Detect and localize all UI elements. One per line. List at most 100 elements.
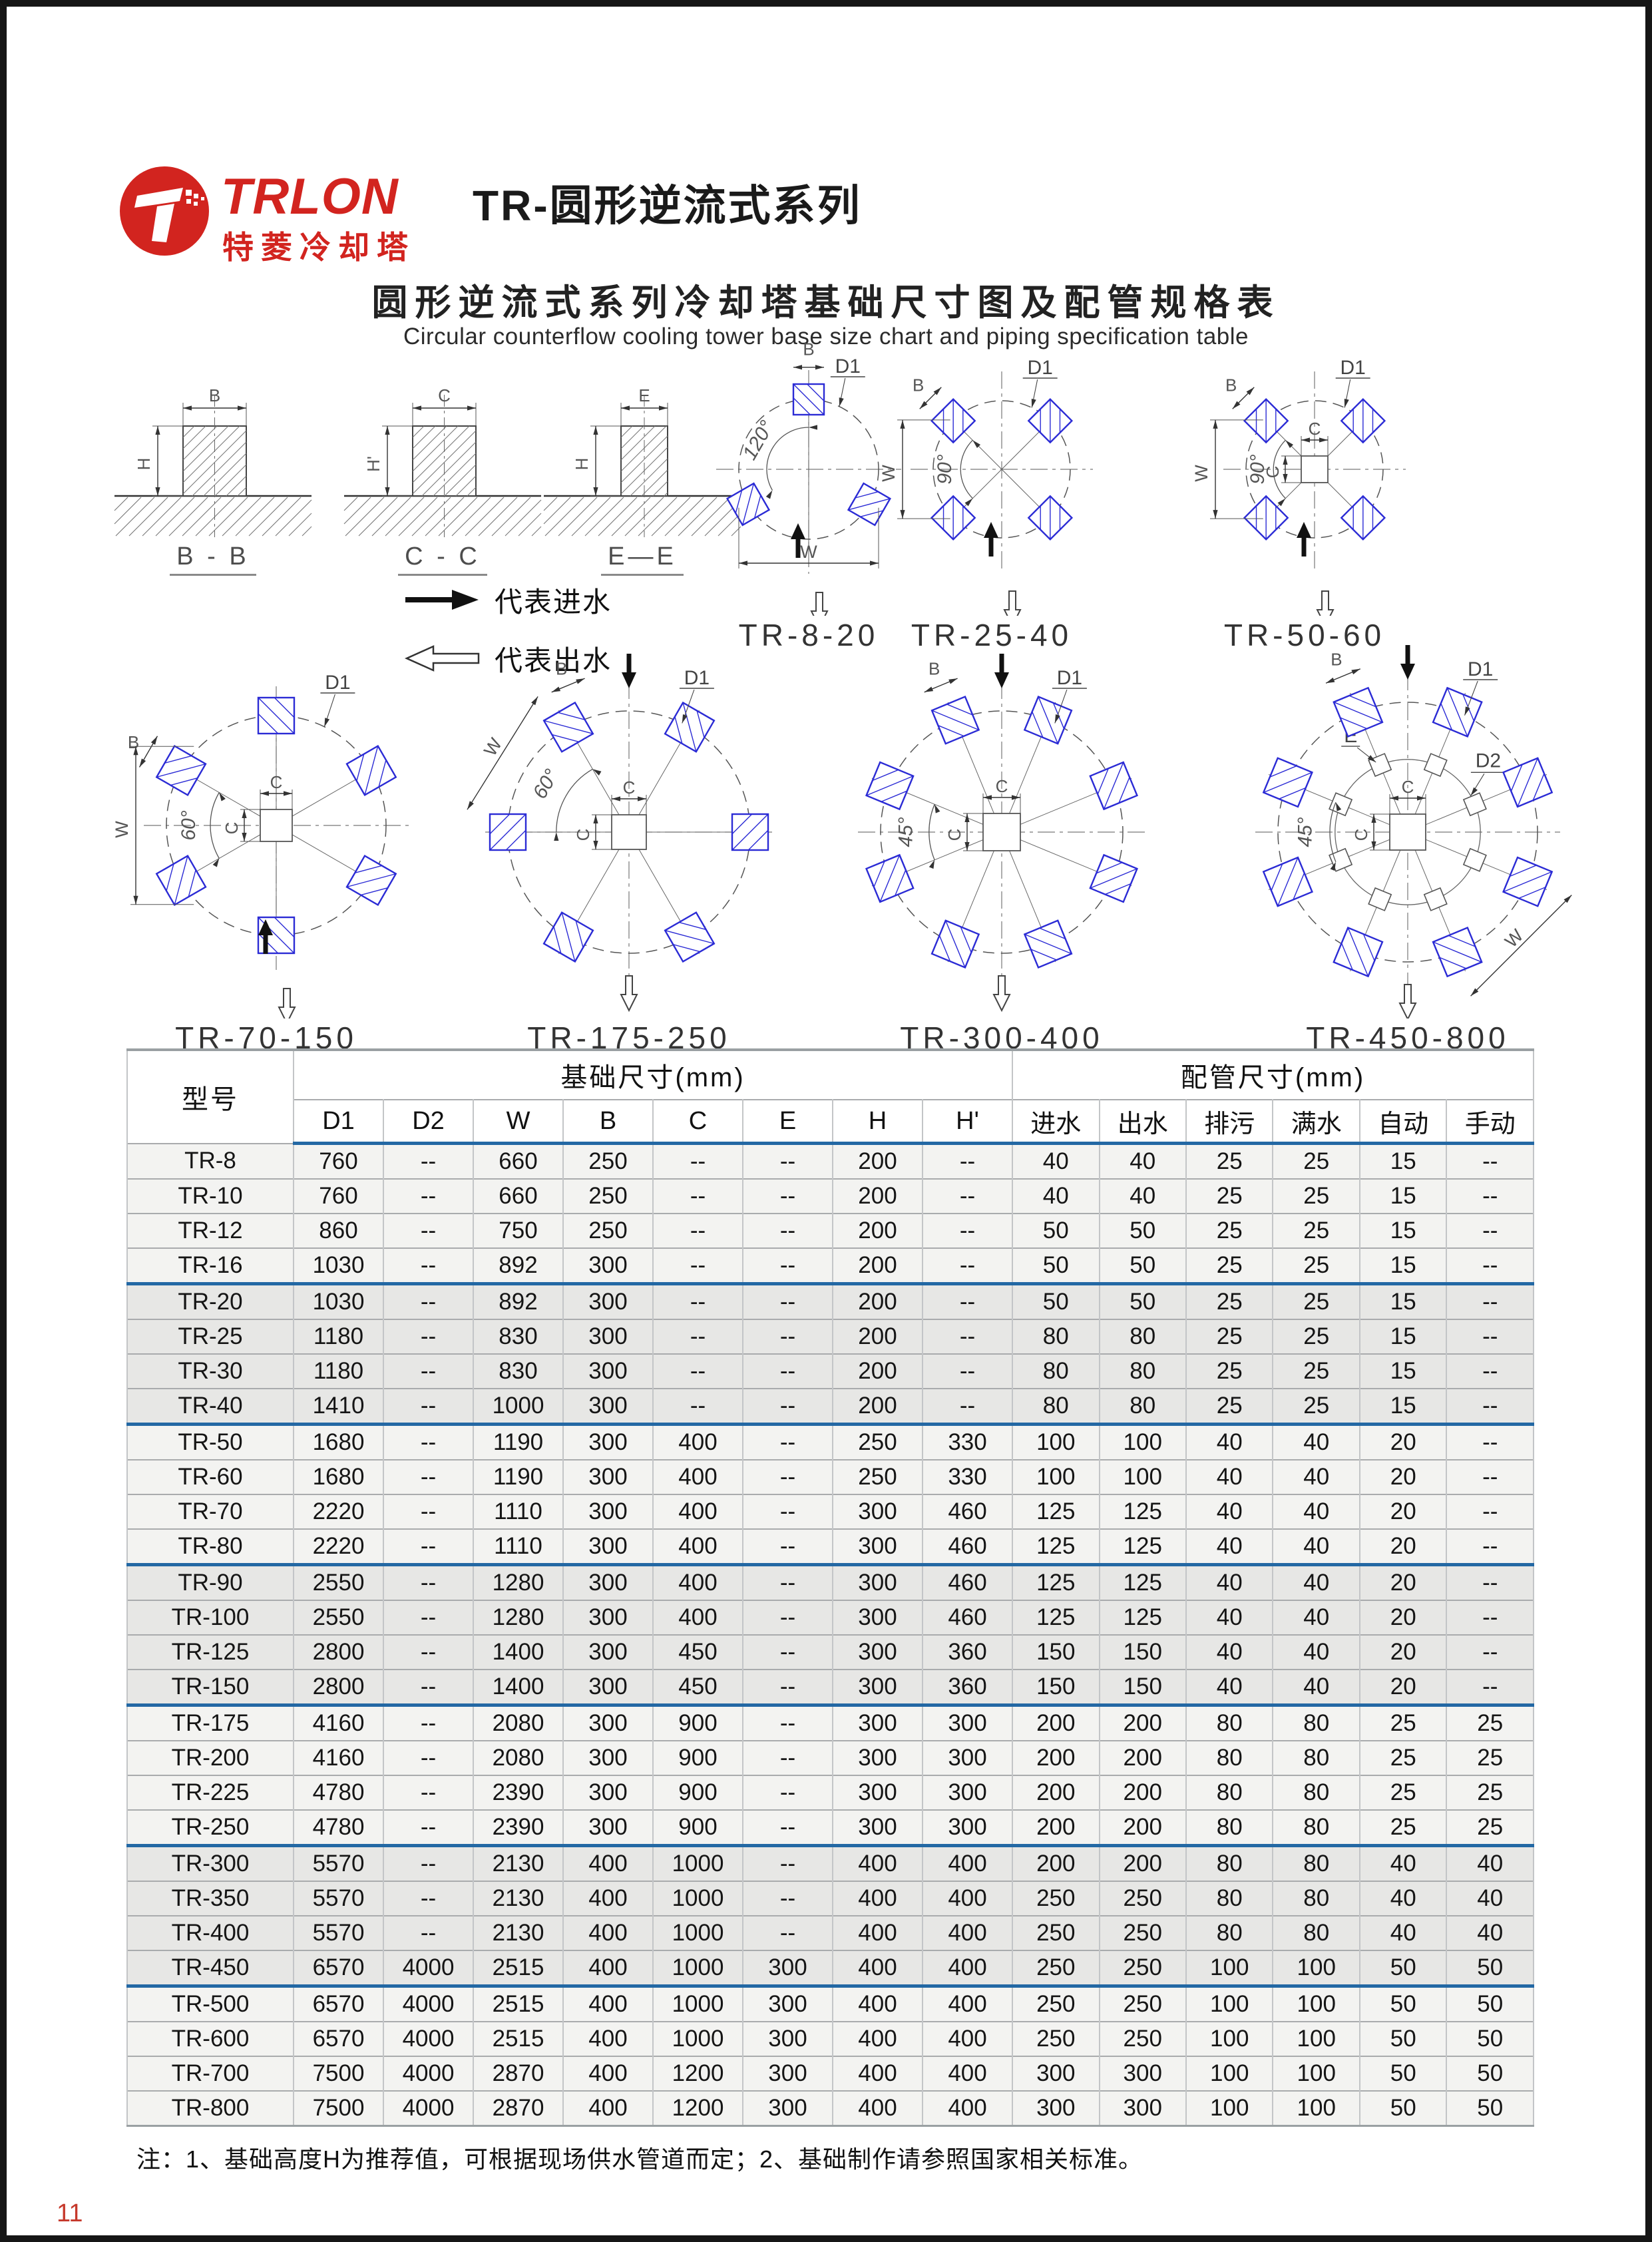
base-pad-icon — [847, 482, 891, 527]
value-cell: 300 — [562, 1563, 654, 1600]
svg-text:C: C — [222, 822, 242, 835]
value-cell: 400 — [921, 1915, 1014, 1950]
value-cell: -- — [921, 1282, 1014, 1319]
base-pad-icon — [155, 744, 207, 797]
value-cell: -- — [742, 1423, 833, 1460]
value-cell: 250 — [1098, 2021, 1187, 2056]
table-row-tr-10: TR-10 760 -- 660 250 -- -- 200 -- 40 40 25 25 15 -- — [126, 1178, 1534, 1214]
svg-text:D1: D1 — [1028, 357, 1053, 379]
value-cell: 1000 — [652, 1984, 743, 2022]
value-cell: 125 — [1012, 1494, 1100, 1529]
value-cell: 25 — [1185, 1282, 1274, 1319]
model-cell: TR-90 — [126, 1563, 294, 1600]
value-cell: -- — [383, 1353, 474, 1389]
value-cell: 15 — [1358, 1282, 1448, 1319]
svg-text:D1: D1 — [1057, 667, 1082, 689]
model-cell: TR-10 — [126, 1178, 294, 1214]
value-cell: 100 — [1272, 2090, 1360, 2126]
value-cell: 80 — [1272, 1809, 1360, 1846]
value-cell: 40 — [1012, 1178, 1100, 1214]
svg-text:D1: D1 — [835, 355, 861, 377]
value-cell: 200 — [832, 1388, 923, 1425]
value-cell: -- — [921, 1178, 1014, 1214]
value-cell: 80 — [1185, 1775, 1274, 1810]
diagram-canvas: D2ECCBD145°W — [1255, 645, 1572, 1018]
value-cell: -- — [383, 1563, 474, 1600]
table-row-tr-350: TR-350 5570 -- 2130 400 1000 -- 400 400 250 250 80 8… — [126, 1881, 1534, 1916]
value-cell: 50 — [1098, 1247, 1187, 1284]
value-cell: 40 — [1272, 1459, 1360, 1494]
table-row-tr-175: TR-175 4160 -- 2080 300 900 -- 300 300 200 200 80 80… — [126, 1703, 1534, 1741]
value-cell: 80 — [1012, 1319, 1100, 1354]
value-cell: 4000 — [383, 2056, 474, 2091]
value-cell: -- — [1446, 1353, 1534, 1389]
value-cell: 860 — [293, 1213, 384, 1248]
base-pad-icon — [542, 911, 594, 963]
value-cell: 2390 — [473, 1775, 564, 1810]
base-pad-icon — [542, 701, 594, 753]
value-cell: 400 — [562, 2021, 654, 2056]
svg-text:C: C — [944, 829, 964, 841]
value-cell: 25 — [1272, 1178, 1360, 1214]
value-cell: 2800 — [293, 1669, 384, 1705]
base-pad-icon — [345, 854, 397, 907]
value-cell: 1180 — [293, 1319, 384, 1354]
value-cell: -- — [921, 1142, 1014, 1179]
value-cell: 900 — [652, 1740, 743, 1775]
svg-text:45°: 45° — [1295, 817, 1317, 847]
svg-text:60°: 60° — [529, 766, 563, 803]
value-cell: 125 — [1098, 1494, 1187, 1529]
anchor-pad-icon — [1368, 753, 1392, 778]
value-cell: -- — [742, 1142, 833, 1179]
base-pad-icon — [1243, 397, 1289, 444]
value-cell: 660 — [473, 1178, 564, 1214]
svg-text:B: B — [128, 732, 139, 752]
value-cell: 830 — [473, 1319, 564, 1354]
svg-text:W: W — [800, 542, 817, 562]
model-cell: TR-250 — [126, 1809, 294, 1846]
svg-text:D1: D1 — [684, 667, 710, 689]
diagram-tr-175-250: C C B D1 60° W TR-175-250 — [449, 636, 809, 1056]
value-cell: 7500 — [293, 2056, 384, 2091]
value-cell: 250 — [1012, 1984, 1100, 2022]
value-cell: 400 — [562, 1915, 654, 1950]
model-cell: TR-225 — [126, 1775, 294, 1810]
value-cell: 300 — [1012, 2056, 1100, 2091]
value-cell: 300 — [562, 1740, 654, 1775]
value-cell: 250 — [1098, 1915, 1187, 1950]
anchor-pad-icon — [1462, 847, 1487, 872]
value-cell: 300 — [832, 1703, 923, 1741]
value-cell: 25 — [1358, 1775, 1448, 1810]
base-pad-icon — [865, 761, 915, 811]
value-cell: 250 — [832, 1459, 923, 1494]
value-cell: 400 — [562, 1881, 654, 1916]
value-cell: 20 — [1358, 1494, 1448, 1529]
model-cell: TR-800 — [126, 2090, 294, 2126]
diagram-canvas: C C B D1 90° W — [1191, 357, 1406, 616]
value-cell: 80 — [1272, 1775, 1360, 1810]
value-cell: 300 — [832, 1563, 923, 1600]
value-cell: 2130 — [473, 1844, 564, 1881]
section-view-CC: C H' C - C — [336, 383, 549, 576]
value-cell: 300 — [921, 1809, 1014, 1846]
value-cell: -- — [1446, 1282, 1534, 1319]
value-cell: 2870 — [473, 2056, 564, 2091]
diagram-tr-50-60: C C B D1 90° W TR-50-60 — [1165, 339, 1444, 653]
model-cell: TR-700 — [126, 2056, 294, 2091]
value-cell: -- — [1446, 1634, 1534, 1670]
value-cell: 25 — [1185, 1353, 1274, 1389]
value-cell: 460 — [921, 1600, 1014, 1635]
diagram-canvas: C C B D1 60° W — [112, 672, 409, 1018]
value-cell: 50 — [1012, 1282, 1100, 1319]
value-cell: 250 — [1012, 1915, 1100, 1950]
value-cell: 460 — [921, 1563, 1014, 1600]
col-header: 出水 — [1098, 1099, 1187, 1145]
value-cell: 15 — [1358, 1213, 1448, 1248]
base-pad-icon — [664, 701, 716, 753]
value-cell: 25 — [1185, 1142, 1274, 1179]
value-cell: 50 — [1012, 1247, 1100, 1284]
value-cell: -- — [1446, 1388, 1534, 1425]
value-cell: -- — [652, 1388, 743, 1425]
value-cell: 330 — [921, 1423, 1014, 1460]
svg-text:B: B — [913, 375, 924, 395]
